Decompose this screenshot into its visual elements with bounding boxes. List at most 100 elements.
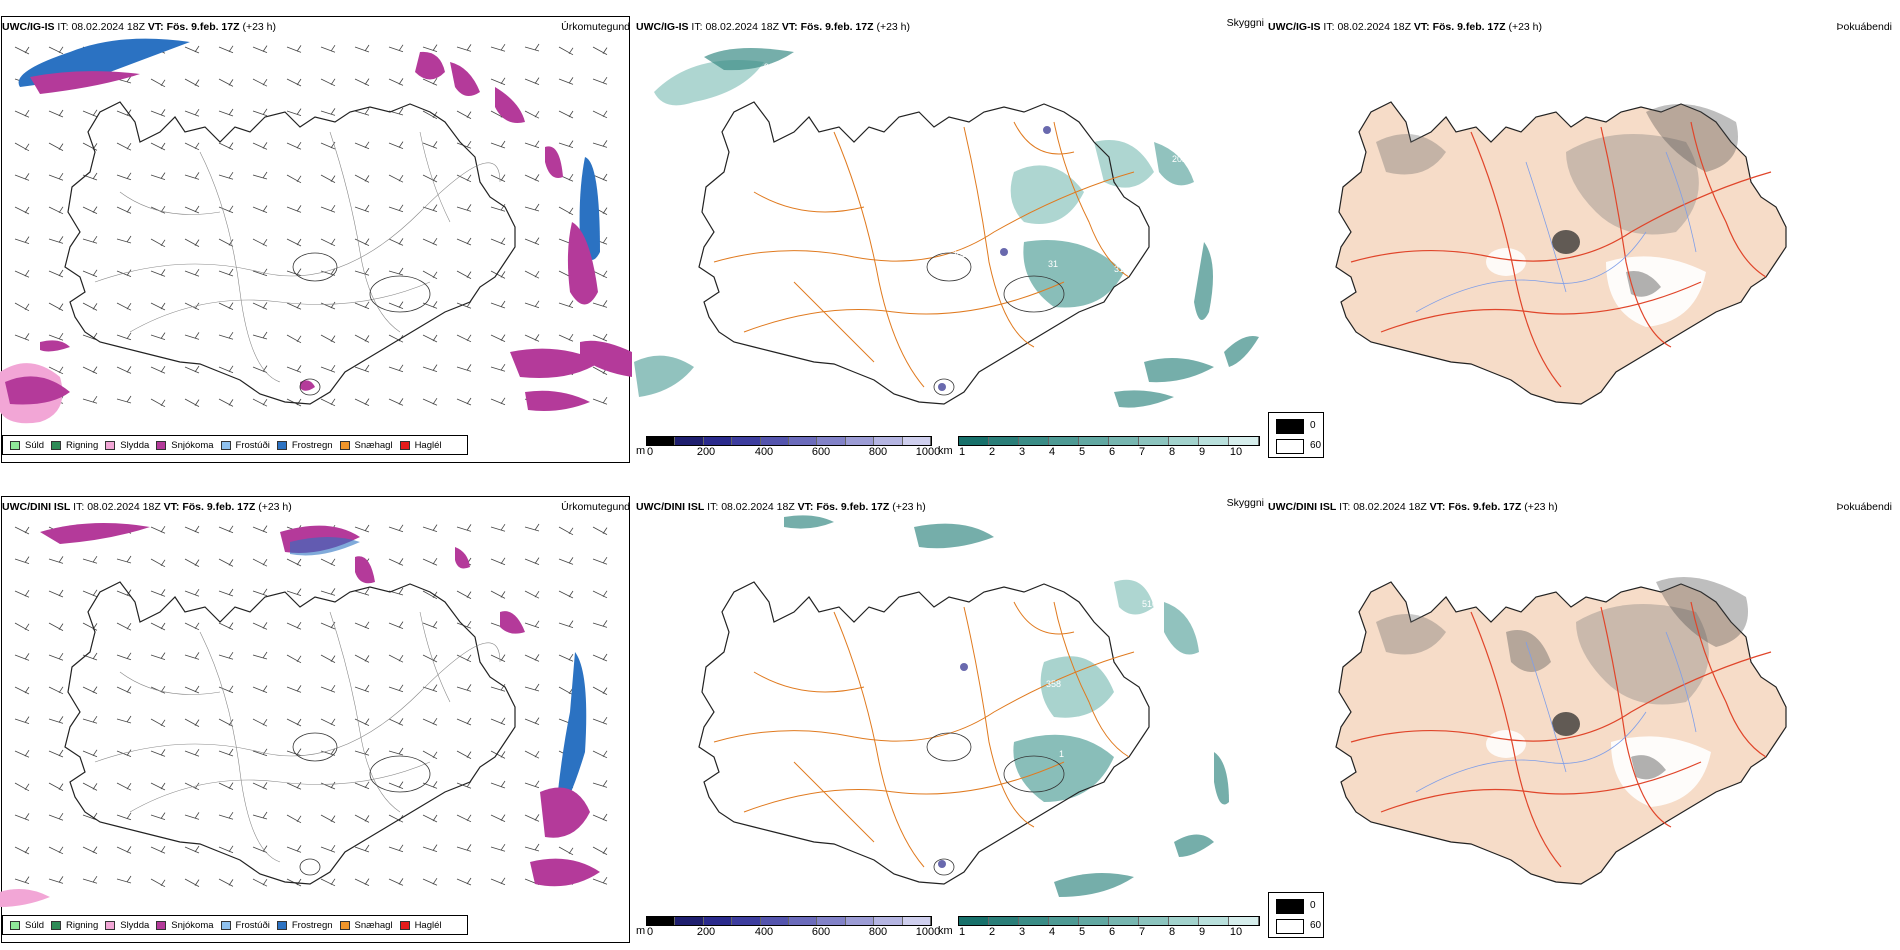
wind-barb — [48, 749, 64, 758]
wind-barb — [354, 878, 370, 886]
wind-barb — [592, 556, 608, 565]
wind-barb — [592, 653, 608, 662]
colorbar-tick: 800 — [868, 926, 888, 938]
fog-area — [1486, 248, 1526, 276]
road-network — [94, 611, 501, 863]
wind-barb — [354, 398, 370, 406]
colorbar-swatch — [789, 437, 818, 445]
wind-barb — [286, 685, 302, 693]
wind-barb — [524, 683, 540, 692]
wind-barb — [354, 524, 370, 533]
glacier — [926, 252, 972, 282]
wind-barb — [82, 782, 98, 791]
fog-area — [1656, 577, 1748, 647]
wind-barb — [252, 845, 268, 853]
wind-barb — [422, 174, 438, 183]
it-value: 08.02.2024 18Z — [1337, 21, 1411, 33]
wind-barb — [388, 718, 404, 726]
wind-barb — [456, 44, 472, 52]
wind-barb — [286, 718, 302, 727]
wind-barb — [48, 686, 64, 695]
wind-barb — [150, 685, 166, 694]
wind-barb — [388, 364, 404, 373]
wind-barb — [388, 684, 404, 693]
wind-barb — [286, 748, 302, 756]
wind-barb — [286, 141, 302, 150]
wind-barb — [14, 716, 30, 724]
wind-barb — [456, 364, 472, 372]
row-ig-is: UWC/IG-IS IT: 08.02.2024 18Z VT: Fös. 9.… — [0, 0, 1900, 470]
wind-barb — [524, 110, 540, 119]
colorbar-swatch — [647, 917, 676, 925]
wind-barb — [150, 238, 166, 248]
wind-barb — [116, 109, 132, 117]
wind-barb — [558, 140, 574, 148]
wind-barb — [422, 77, 438, 86]
wind-barb — [490, 814, 506, 822]
wind-barb — [524, 270, 540, 279]
wind-barb — [286, 205, 302, 213]
wind-barb — [286, 45, 302, 53]
wind-barb — [524, 750, 540, 759]
wind-barb — [48, 812, 64, 821]
visibility-km-colorbar: km 1 2 3 4 5 6 7 8 9 10 — [938, 436, 1260, 458]
wind-barb — [150, 589, 166, 597]
wind-barb — [320, 78, 336, 87]
wind-barb — [320, 814, 336, 823]
visibility-area — [1054, 873, 1134, 897]
wind-barb — [150, 525, 166, 534]
wind-barb — [592, 46, 608, 55]
fog-area — [1576, 604, 1709, 705]
colorbar-tick: 8 — [1168, 926, 1176, 938]
visibility-area — [1224, 336, 1259, 367]
wind-barb — [354, 718, 370, 726]
wind-barb — [252, 45, 268, 53]
precip-type-panel: UWC/DINI ISL IT: 08.02.2024 18Z VT: Fös.… — [0, 480, 632, 950]
fog-scale-legend: 0 60 — [1268, 892, 1324, 938]
wind-barb — [320, 684, 336, 693]
precip-area — [30, 71, 140, 94]
precip-type-legend: Súld Rigning Slydda Snjókoma Frostúði Fr… — [2, 915, 468, 935]
wind-barb — [456, 270, 472, 279]
wind-barb — [558, 590, 574, 599]
wind-barb — [48, 876, 64, 884]
colorbar-swatch — [1199, 437, 1229, 445]
legend-item: Frostúði — [220, 920, 270, 931]
fog-area — [1552, 712, 1580, 736]
lead-time: (+23 h) — [258, 501, 292, 513]
wind-barb — [320, 748, 336, 756]
wind-barb — [150, 782, 166, 791]
legend-item: Rigning — [51, 440, 98, 451]
wind-barb — [422, 844, 438, 852]
wind-barb — [116, 686, 132, 694]
wind-barb — [14, 813, 30, 821]
wind-barb — [14, 46, 30, 55]
wind-barb — [490, 174, 506, 182]
wind-barb — [252, 78, 268, 87]
wind-barb — [286, 588, 302, 596]
legend-swatch — [105, 440, 116, 450]
legend-item: Slydda — [105, 920, 149, 931]
glacier — [299, 858, 321, 876]
wind-barb — [524, 557, 540, 565]
colorbar-tick: 200 — [696, 926, 716, 938]
wind-barb — [558, 846, 574, 856]
wind-barb — [184, 332, 200, 340]
colorbar-tick: 600 — [811, 926, 831, 938]
wind-barb — [354, 267, 370, 276]
wind-barb — [218, 108, 234, 117]
map-label: 358 — [1046, 679, 1061, 689]
wind-barb — [592, 300, 608, 308]
model-label: UWC/DINI ISL — [636, 501, 705, 513]
wind-barb — [354, 44, 370, 53]
wind-barb — [320, 718, 336, 727]
low-visibility-spot — [1000, 248, 1008, 256]
model-label: UWC/IG-IS — [636, 21, 689, 33]
wind-barb — [320, 301, 336, 310]
wind-barb — [524, 717, 540, 725]
colorbar-tick: 7 — [1138, 446, 1146, 458]
wind-barb — [354, 78, 370, 86]
wind-barb — [320, 44, 336, 53]
legend-label: Súld — [25, 919, 45, 931]
wind-barb — [422, 524, 438, 532]
